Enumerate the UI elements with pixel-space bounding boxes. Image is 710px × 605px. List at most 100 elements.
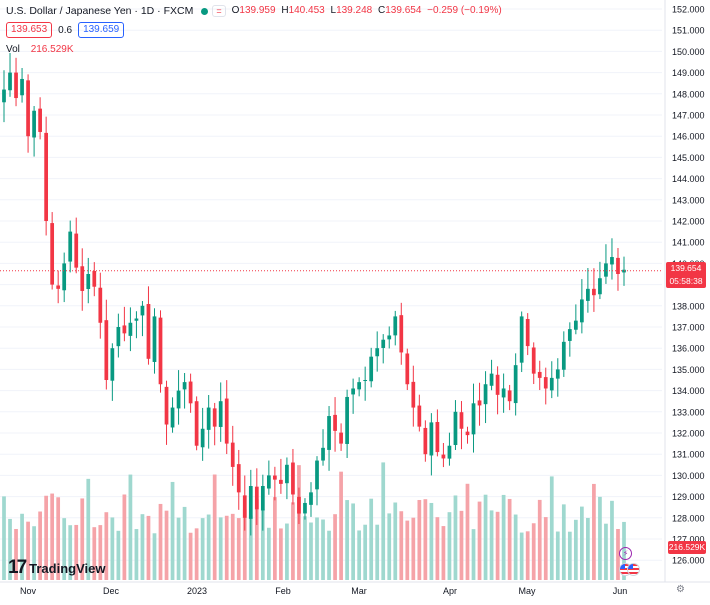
candle[interactable] — [182, 372, 187, 409]
candle[interactable] — [242, 475, 247, 531]
candle[interactable] — [525, 313, 530, 356]
candle[interactable] — [345, 389, 349, 459]
candle[interactable] — [8, 52, 12, 97]
candle[interactable] — [206, 395, 211, 449]
candle[interactable] — [152, 308, 157, 374]
candle[interactable] — [200, 407, 205, 461]
candle[interactable] — [297, 487, 301, 525]
candle[interactable] — [616, 248, 620, 291]
candle[interactable] — [399, 302, 404, 365]
candle[interactable] — [477, 382, 482, 426]
candle[interactable] — [122, 306, 127, 342]
volume-legend[interactable]: Vol 216.529K — [6, 44, 74, 55]
candle[interactable] — [327, 406, 331, 471]
candle[interactable] — [321, 429, 325, 466]
candle[interactable] — [622, 256, 626, 286]
candle[interactable] — [579, 279, 584, 334]
candle[interactable] — [26, 74, 30, 153]
candle[interactable] — [592, 268, 596, 312]
candle[interactable] — [598, 261, 602, 300]
candle[interactable] — [519, 311, 524, 373]
candle[interactable] — [453, 400, 458, 450]
candle[interactable] — [351, 378, 355, 414]
candle[interactable] — [381, 334, 386, 364]
candle[interactable] — [333, 397, 337, 452]
candle[interactable] — [573, 304, 578, 335]
candle[interactable] — [531, 342, 536, 385]
candle[interactable] — [309, 482, 313, 517]
candle[interactable] — [393, 310, 398, 346]
candle[interactable] — [537, 360, 542, 391]
candle[interactable] — [212, 402, 217, 446]
candle[interactable] — [285, 457, 289, 500]
candle[interactable] — [339, 423, 343, 451]
candle[interactable] — [38, 97, 42, 140]
candle[interactable] — [254, 468, 259, 525]
candle[interactable] — [507, 384, 512, 411]
candle[interactable] — [224, 380, 229, 455]
candle[interactable] — [513, 353, 518, 416]
candle[interactable] — [248, 469, 253, 536]
candle[interactable] — [471, 383, 476, 453]
candle[interactable] — [2, 70, 6, 123]
candle[interactable] — [14, 57, 18, 107]
candle[interactable] — [567, 322, 572, 357]
candle[interactable] — [411, 365, 416, 427]
candle[interactable] — [86, 257, 91, 304]
candle[interactable] — [610, 238, 614, 280]
candle[interactable] — [387, 326, 392, 349]
candle[interactable] — [50, 212, 55, 290]
candle[interactable] — [98, 272, 103, 339]
candle[interactable] — [273, 466, 277, 501]
candle[interactable] — [158, 310, 163, 393]
candle[interactable] — [236, 449, 241, 510]
candle[interactable] — [74, 217, 79, 274]
candle[interactable] — [218, 382, 223, 442]
eq-icon[interactable]: = — [212, 5, 226, 17]
candle[interactable] — [417, 394, 422, 432]
candle[interactable] — [465, 426, 470, 444]
candle[interactable] — [164, 380, 169, 445]
gear-icon[interactable]: ⚙ — [676, 584, 685, 595]
candle[interactable] — [435, 409, 440, 457]
candle[interactable] — [68, 220, 73, 273]
candle[interactable] — [266, 460, 271, 495]
candle[interactable] — [357, 377, 362, 397]
candle[interactable] — [429, 413, 434, 476]
candle[interactable] — [375, 331, 380, 372]
tradingview-logo[interactable]: 17 TradingView — [8, 558, 105, 577]
candle[interactable] — [459, 401, 464, 450]
candle[interactable] — [483, 371, 488, 424]
symbol-title[interactable]: U.S. Dollar / Japanese Yen · 1D · FXCM — [6, 5, 194, 17]
candle[interactable] — [230, 425, 235, 486]
candle[interactable] — [20, 68, 24, 103]
candle[interactable] — [188, 373, 193, 413]
candle[interactable] — [110, 343, 115, 401]
candle[interactable] — [92, 262, 97, 297]
candle[interactable] — [604, 244, 608, 284]
candle[interactable] — [279, 458, 283, 494]
candle[interactable] — [555, 358, 560, 397]
candle[interactable] — [549, 361, 554, 399]
candle[interactable] — [543, 367, 548, 405]
candle[interactable] — [423, 420, 428, 462]
candle[interactable] — [44, 116, 49, 236]
candle[interactable] — [194, 396, 199, 451]
candle[interactable] — [405, 348, 410, 391]
candle[interactable] — [363, 366, 368, 401]
sell-button[interactable]: 139.653 — [6, 22, 53, 38]
candle[interactable] — [303, 498, 307, 520]
candle[interactable] — [32, 106, 36, 157]
candle[interactable] — [495, 366, 500, 415]
candle[interactable] — [140, 301, 145, 337]
candle[interactable] — [128, 307, 133, 352]
candle[interactable] — [176, 370, 181, 425]
candle[interactable] — [501, 373, 506, 413]
candle[interactable] — [80, 248, 85, 311]
candle[interactable] — [447, 432, 452, 466]
chart-legend[interactable]: U.S. Dollar / Japanese Yen · 1D · FXCM =… — [6, 3, 505, 19]
candle[interactable] — [170, 397, 175, 433]
candle[interactable] — [489, 359, 494, 391]
